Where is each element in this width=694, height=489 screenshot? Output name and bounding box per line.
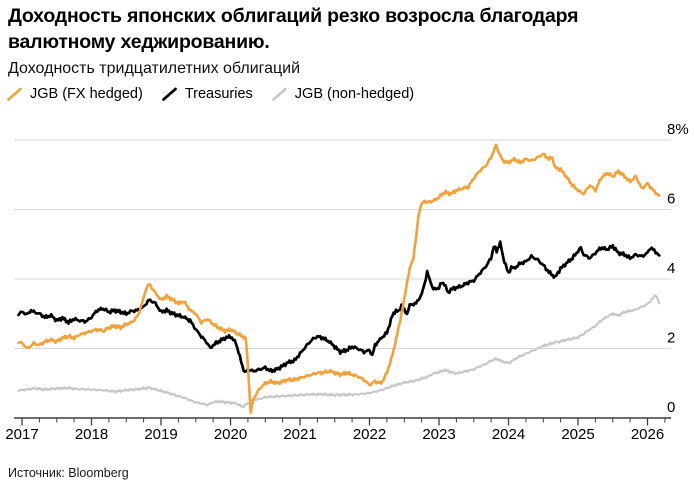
source-note: Источник: Bloomberg: [8, 466, 129, 480]
x-axis: [14, 417, 671, 426]
y-axis-labels: 8% 6 4 2 0: [667, 121, 689, 416]
svg-text:2026: 2026: [631, 426, 664, 443]
svg-text:4: 4: [667, 260, 675, 277]
svg-text:2020: 2020: [214, 426, 247, 443]
legend-label: JGB (FX hedged): [30, 86, 143, 102]
legend-label: JGB (non-hedged): [294, 86, 415, 102]
svg-text:0: 0: [667, 399, 675, 416]
legend-item-jgb-fx-hedged: JGB (FX hedged): [7, 86, 143, 102]
svg-text:2018: 2018: [75, 426, 108, 443]
x-axis-labels: 2017 2018 2019 2020 2021 2022 2023 2024 2025 2026: [5, 426, 664, 443]
svg-text:2024: 2024: [492, 426, 525, 443]
line-swatch-icon: [7, 87, 22, 101]
legend-label: Treasuries: [184, 86, 253, 102]
gridlines: [14, 139, 671, 349]
series-treasuries: [17, 240, 661, 374]
page-title: Доходность японских облигаций резко возр…: [8, 3, 688, 55]
svg-text:8%: 8%: [667, 121, 689, 138]
chart-subtitle: Доходность тридцатилетних облигаций: [8, 60, 301, 77]
title-line-2: валютному хеджированию.: [8, 31, 270, 53]
svg-text:2019: 2019: [144, 426, 177, 443]
legend-item-treasuries: Treasuries: [161, 86, 253, 102]
svg-text:2022: 2022: [353, 426, 386, 443]
svg-text:2025: 2025: [561, 426, 594, 443]
svg-text:2017: 2017: [5, 426, 38, 443]
series-jgb-non-hedged: [17, 294, 661, 409]
svg-text:6: 6: [667, 191, 675, 208]
chart-legend: JGB (FX hedged) Treasuries JGB (non-hedg…: [7, 86, 414, 102]
svg-text:2023: 2023: [422, 426, 455, 443]
series-jgb-fx-hedged: [17, 143, 661, 415]
line-swatch-icon: [161, 87, 177, 101]
line-swatch-icon: [271, 87, 287, 101]
title-line-1: Доходность японских облигаций резко возр…: [8, 5, 579, 27]
svg-text:2: 2: [667, 330, 675, 347]
svg-text:2021: 2021: [283, 426, 316, 443]
legend-item-jgb-non-hedged: JGB (non-hedged): [271, 86, 415, 102]
